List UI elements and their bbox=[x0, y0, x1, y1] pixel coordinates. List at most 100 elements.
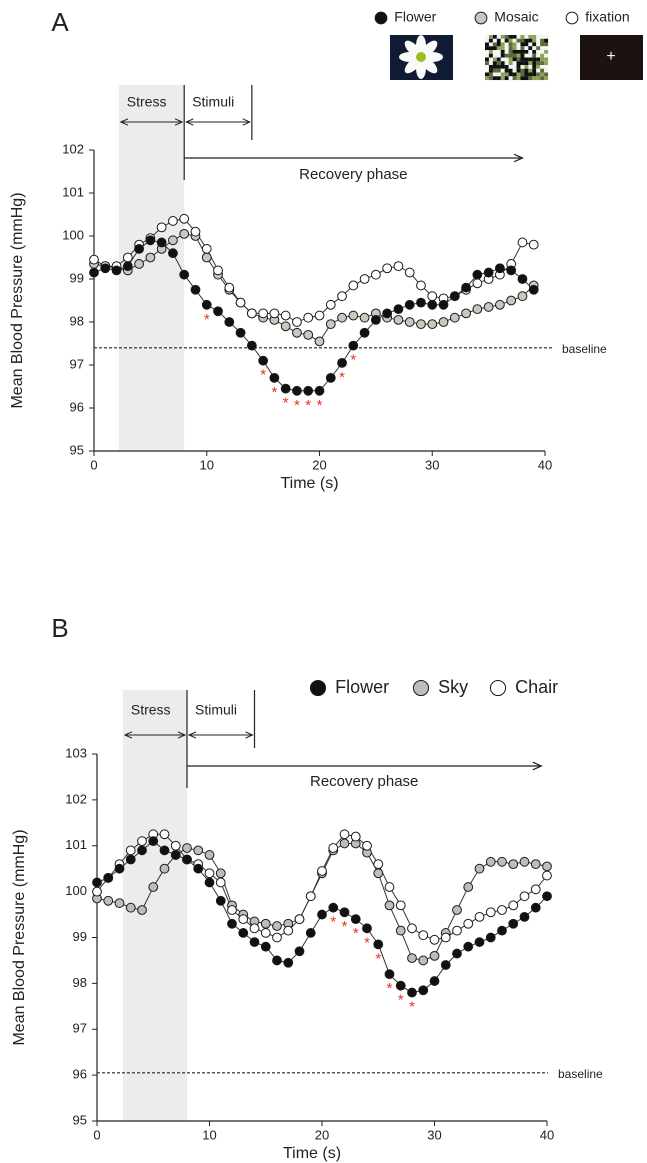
data-point bbox=[384, 900, 395, 911]
mosaic-cell bbox=[544, 68, 549, 73]
mosaic-cell bbox=[516, 38, 521, 43]
mosaic-cell bbox=[485, 57, 489, 62]
data-point bbox=[89, 254, 99, 265]
mosaic-cell bbox=[544, 72, 549, 77]
data-point bbox=[328, 843, 339, 853]
mosaic-cell bbox=[512, 35, 517, 39]
data-point bbox=[339, 829, 350, 840]
mosaic-cell bbox=[512, 68, 517, 73]
data-point bbox=[427, 291, 438, 302]
x-tick-label: 40 bbox=[540, 1127, 554, 1142]
mosaic-cell bbox=[504, 76, 509, 81]
mosaic-cell bbox=[536, 38, 541, 43]
mosaic-cell bbox=[485, 76, 489, 81]
data-point bbox=[134, 244, 145, 254]
data-point bbox=[359, 274, 370, 284]
mosaic-cell bbox=[536, 53, 541, 58]
mosaic-cell bbox=[544, 65, 549, 69]
y-tick-label: 97 bbox=[70, 356, 84, 371]
data-point bbox=[137, 845, 147, 856]
y-tick-label: 98 bbox=[73, 975, 87, 990]
data-point bbox=[485, 932, 496, 943]
data-point bbox=[280, 321, 291, 332]
mosaic-cell bbox=[492, 35, 497, 39]
mosaic-cell bbox=[536, 35, 541, 39]
mosaic-cell bbox=[536, 72, 541, 77]
data-point bbox=[114, 898, 125, 908]
mosaic-cell bbox=[536, 76, 541, 81]
x-tick-label: 40 bbox=[538, 457, 552, 472]
mosaic-cell bbox=[496, 38, 501, 43]
data-point bbox=[519, 911, 530, 922]
y-tick-label: 95 bbox=[73, 1112, 87, 1127]
mosaic-cell bbox=[508, 65, 513, 69]
y-tick-label: 95 bbox=[70, 442, 84, 457]
mosaic-cell bbox=[524, 50, 529, 54]
data-point bbox=[156, 237, 167, 248]
mosaic-cell bbox=[540, 46, 545, 51]
data-point bbox=[328, 902, 339, 913]
mosaic-cell bbox=[528, 46, 533, 51]
data-point bbox=[294, 914, 305, 925]
mosaic-cell bbox=[500, 61, 505, 66]
data-point bbox=[452, 925, 462, 936]
mosaic-cell bbox=[536, 50, 541, 54]
mosaic-cell bbox=[520, 35, 525, 39]
mosaic-cell bbox=[504, 65, 509, 69]
mosaic-cell bbox=[485, 46, 489, 51]
data-point bbox=[314, 385, 325, 396]
data-point bbox=[204, 850, 215, 860]
mosaic-cell bbox=[544, 38, 549, 43]
legend-label: Chair bbox=[515, 677, 558, 697]
data-point bbox=[168, 248, 178, 259]
mosaic-cell bbox=[540, 35, 545, 39]
data-point bbox=[213, 265, 223, 276]
data-point bbox=[449, 312, 460, 323]
data-point bbox=[249, 937, 260, 947]
mosaic-cell bbox=[532, 46, 537, 51]
legend-label: Flower bbox=[394, 9, 436, 25]
mosaic-cell bbox=[488, 50, 493, 54]
data-point bbox=[258, 308, 269, 319]
legend-marker bbox=[374, 11, 388, 25]
phase-label: Stimuli bbox=[192, 94, 234, 110]
mosaic-cell bbox=[496, 46, 501, 51]
data-point bbox=[485, 907, 496, 918]
panel: B Stress Stimuli Recovery phase 95 96 97 98 99 10… bbox=[11, 613, 603, 1162]
mosaic-cell bbox=[488, 68, 493, 73]
y-tick-label: 101 bbox=[65, 837, 87, 852]
data-point bbox=[407, 953, 417, 964]
mosaic-cell bbox=[532, 65, 537, 69]
mosaic-cell bbox=[544, 61, 549, 66]
mosaic-cell bbox=[520, 38, 525, 43]
mosaic-cell bbox=[524, 61, 529, 66]
data-point bbox=[395, 900, 406, 911]
mosaic-cell bbox=[520, 68, 525, 73]
data-point bbox=[249, 923, 260, 934]
significance-marker: * bbox=[375, 950, 381, 967]
data-point bbox=[508, 859, 519, 869]
data-point bbox=[461, 308, 471, 319]
data-point bbox=[125, 902, 136, 913]
data-point bbox=[463, 882, 474, 892]
mosaic-cell bbox=[512, 76, 517, 81]
mosaic-cell bbox=[512, 61, 517, 66]
data-point bbox=[314, 310, 325, 321]
data-point bbox=[416, 319, 426, 330]
data-point bbox=[201, 244, 212, 254]
fixation-symbol: + bbox=[606, 48, 615, 65]
mosaic-cell bbox=[540, 38, 545, 43]
significance-marker: * bbox=[294, 397, 300, 414]
mosaic-cell bbox=[520, 65, 525, 69]
mosaic-cell bbox=[540, 42, 545, 47]
data-point bbox=[145, 252, 156, 263]
data-point bbox=[92, 877, 102, 888]
data-point bbox=[145, 235, 156, 246]
data-point bbox=[235, 297, 246, 308]
mosaic-cell bbox=[508, 50, 513, 54]
data-point bbox=[179, 269, 190, 280]
data-point bbox=[137, 836, 147, 847]
series-line bbox=[93, 233, 535, 343]
data-point bbox=[382, 308, 393, 319]
mosaic-cell bbox=[536, 68, 541, 73]
